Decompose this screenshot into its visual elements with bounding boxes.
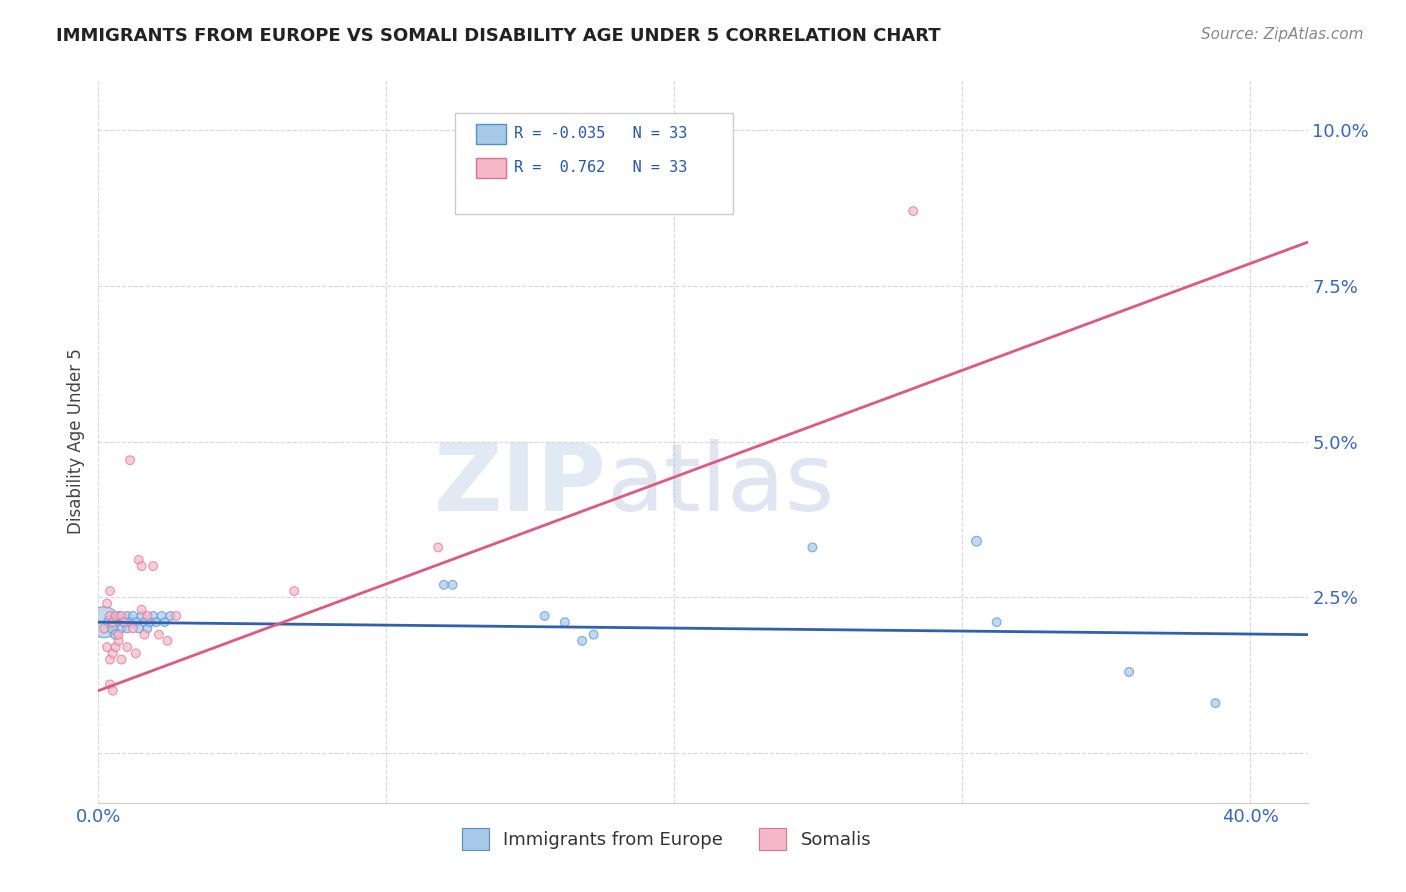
Legend: Immigrants from Europe, Somalis: Immigrants from Europe, Somalis xyxy=(453,819,880,859)
Point xyxy=(122,609,145,624)
Point xyxy=(150,609,173,624)
Point xyxy=(104,609,127,624)
Point xyxy=(115,621,138,635)
Point xyxy=(1118,665,1140,679)
Point xyxy=(142,609,165,624)
Point xyxy=(98,584,121,599)
Point xyxy=(110,652,132,666)
Point xyxy=(136,621,159,635)
Point xyxy=(107,627,129,641)
Point xyxy=(128,621,150,635)
Point xyxy=(165,609,187,624)
Point xyxy=(131,559,153,574)
Point xyxy=(139,615,162,630)
Point xyxy=(93,615,115,630)
Point xyxy=(901,204,924,219)
Point xyxy=(104,640,127,654)
Point xyxy=(533,609,555,624)
Point xyxy=(134,627,156,641)
Point xyxy=(115,640,138,654)
Text: atlas: atlas xyxy=(606,439,835,531)
Point xyxy=(128,553,150,567)
Point xyxy=(571,633,593,648)
Point xyxy=(145,615,167,630)
Point xyxy=(441,578,464,592)
Point xyxy=(115,609,138,624)
Text: IMMIGRANTS FROM EUROPE VS SOMALI DISABILITY AGE UNDER 5 CORRELATION CHART: IMMIGRANTS FROM EUROPE VS SOMALI DISABIL… xyxy=(56,27,941,45)
Point xyxy=(125,615,148,630)
FancyBboxPatch shape xyxy=(456,112,734,214)
Text: R = -0.035   N = 33: R = -0.035 N = 33 xyxy=(515,127,688,141)
Point xyxy=(101,646,124,660)
Point xyxy=(125,646,148,660)
Point xyxy=(427,541,450,555)
FancyBboxPatch shape xyxy=(475,158,506,178)
Point xyxy=(107,609,129,624)
Point xyxy=(966,534,988,549)
Point xyxy=(134,615,156,630)
Point xyxy=(120,615,142,630)
Point xyxy=(101,621,124,635)
Point xyxy=(433,578,456,592)
Point xyxy=(98,609,121,624)
Point xyxy=(131,603,153,617)
Y-axis label: Disability Age Under 5: Disability Age Under 5 xyxy=(66,349,84,534)
Point xyxy=(98,677,121,691)
Point xyxy=(122,621,145,635)
Point xyxy=(986,615,1008,630)
Point xyxy=(98,652,121,666)
Point xyxy=(283,584,305,599)
FancyBboxPatch shape xyxy=(475,124,506,144)
Point xyxy=(98,615,121,630)
Point xyxy=(1204,696,1226,710)
Point xyxy=(101,615,124,630)
Point xyxy=(142,559,165,574)
Point xyxy=(96,597,118,611)
Point xyxy=(96,640,118,654)
Point xyxy=(582,627,605,641)
Point xyxy=(110,621,132,635)
Point xyxy=(110,609,132,624)
Point xyxy=(101,683,124,698)
Text: Source: ZipAtlas.com: Source: ZipAtlas.com xyxy=(1201,27,1364,42)
Point xyxy=(112,615,135,630)
Point xyxy=(107,633,129,648)
Point xyxy=(801,541,824,555)
Point xyxy=(136,609,159,624)
Point xyxy=(120,453,142,467)
Point xyxy=(148,627,170,641)
Point xyxy=(104,627,127,641)
Text: R =  0.762   N = 33: R = 0.762 N = 33 xyxy=(515,161,688,175)
Point xyxy=(112,615,135,630)
Point xyxy=(156,633,179,648)
Point xyxy=(153,615,176,630)
Point xyxy=(131,609,153,624)
Text: ZIP: ZIP xyxy=(433,439,606,531)
Point xyxy=(93,621,115,635)
Point xyxy=(554,615,576,630)
Point xyxy=(159,609,181,624)
